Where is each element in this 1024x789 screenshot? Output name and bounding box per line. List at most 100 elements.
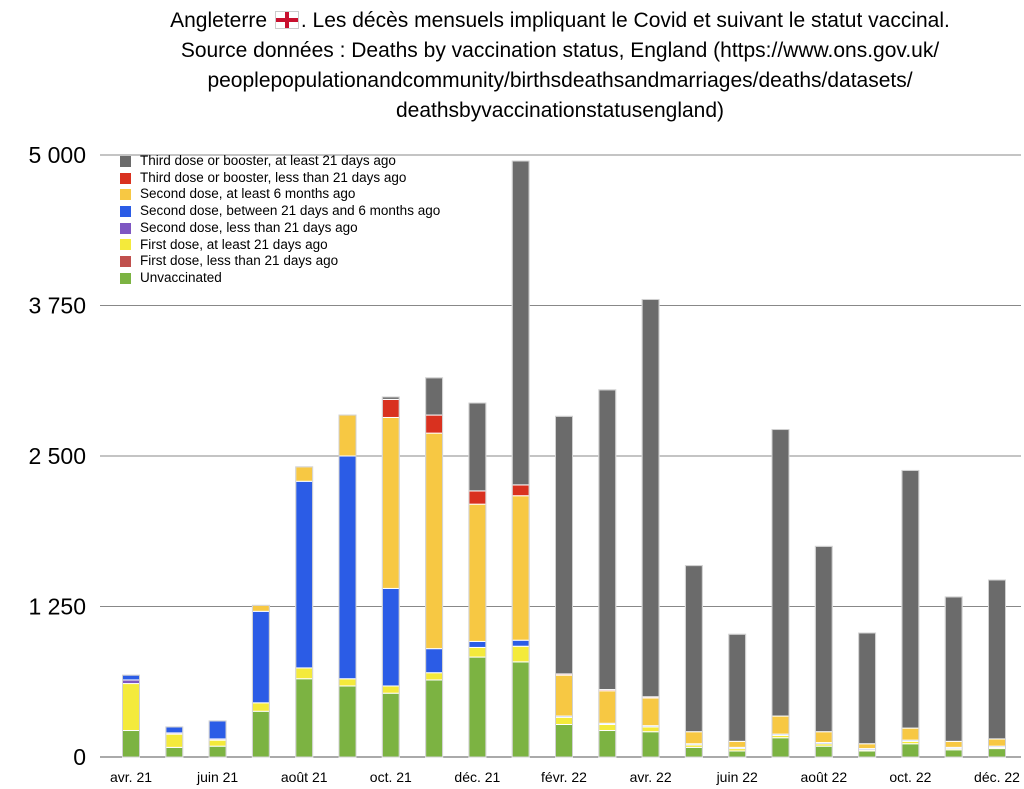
legend-swatch — [120, 222, 131, 234]
y-tick-label: 0 — [73, 744, 86, 770]
bar-segment — [858, 743, 877, 750]
bar-segment — [771, 429, 790, 717]
bar-segment — [295, 678, 314, 758]
legend-item: Unvaccinated — [120, 270, 440, 287]
bar-segment — [684, 746, 703, 758]
bar-segment — [338, 685, 357, 758]
bar-segment — [511, 639, 530, 647]
bar-segment — [944, 740, 963, 748]
legend-swatch — [120, 155, 131, 167]
bar-segment — [641, 726, 660, 733]
legend-item: Second dose, less than 21 days ago — [120, 220, 440, 237]
legend-label: Third dose or booster, at least 21 days … — [140, 153, 396, 168]
bar-segment — [251, 610, 270, 704]
bar-outline — [771, 429, 790, 758]
x-tick-label: oct. 22 — [889, 769, 931, 785]
legend-item: Third dose or booster, less than 21 days… — [120, 170, 440, 187]
bar-segment — [555, 415, 573, 675]
bar-segment — [988, 748, 1006, 758]
bar-segment — [641, 697, 660, 727]
bar-segment — [122, 730, 140, 758]
bar-segment — [641, 731, 660, 758]
source-line-3: deathsbyvaccinationstatusengland) — [395, 99, 725, 122]
bar-segment — [511, 645, 530, 663]
bar-segment — [814, 745, 833, 758]
bar-segment — [468, 490, 487, 505]
bar-segment — [468, 402, 487, 492]
bar-segment — [165, 733, 184, 748]
bar-segment — [684, 565, 703, 733]
legend-item: Second dose, at least 6 months ago — [120, 186, 440, 203]
bar-segment — [771, 715, 790, 735]
bar-outline — [728, 633, 747, 758]
legend-label: First dose, at least 21 days ago — [140, 236, 328, 252]
legend-swatch — [120, 256, 131, 268]
bar-segment — [295, 667, 314, 680]
bar-outline — [511, 160, 530, 758]
bar-segment — [598, 730, 617, 758]
bar-segment — [511, 484, 530, 497]
x-tick-label: févr. 22 — [541, 769, 587, 785]
bar-segment — [598, 723, 617, 732]
bar-outline — [555, 415, 573, 758]
bar-segment — [381, 398, 400, 418]
bar-segment — [944, 749, 963, 758]
legend-item: First dose, at least 21 days ago — [120, 237, 440, 254]
legend-label: Second dose, less than 21 days ago — [140, 219, 358, 235]
bar-segment — [208, 739, 227, 747]
legend-label: Second dose, at least 6 months ago — [140, 186, 356, 202]
bar-outline — [944, 596, 963, 758]
x-tick-label: déc. 22 — [974, 769, 1020, 785]
x-tick-label: août 21 — [281, 769, 328, 785]
bar-segment — [728, 750, 747, 758]
england-flag-icon — [274, 11, 299, 29]
source-line-1: Source données : Deaths by vaccination s… — [180, 39, 940, 62]
chart-legend: Third dose or booster, at least 21 days … — [120, 153, 440, 287]
x-tick-label: juin 21 — [196, 769, 238, 785]
bar-segment — [468, 646, 487, 658]
bar-segment — [425, 679, 444, 758]
bar-segment — [425, 648, 444, 674]
bar-segment — [381, 692, 400, 758]
bar-segment — [511, 661, 530, 758]
title-prefix: Angleterre — [170, 9, 268, 32]
legend-label: First dose, less than 21 days ago — [140, 253, 339, 269]
bar-outline — [814, 545, 833, 758]
legend-label: Unvaccinated — [140, 269, 222, 285]
bar-segment — [858, 632, 877, 745]
bar-segment — [988, 738, 1006, 747]
bar-segment — [684, 731, 703, 745]
y-tick-label: 3 750 — [28, 293, 86, 319]
bar-segment — [555, 716, 573, 725]
bar-outline — [338, 414, 357, 758]
bar-outline — [684, 565, 703, 758]
bar-segment — [251, 710, 270, 758]
bar-outline — [251, 604, 270, 758]
bar-segment — [901, 727, 920, 741]
chart-title: Angleterre . Les décès mensuels impliqua… — [100, 6, 1020, 36]
bar-segment — [901, 469, 920, 729]
bar-segment — [425, 672, 444, 681]
bar-segment — [251, 702, 270, 712]
bar-outline — [425, 377, 444, 758]
bar-segment — [728, 740, 747, 748]
bar-outline — [381, 396, 400, 758]
bar-segment — [988, 579, 1006, 740]
bar-segment — [555, 723, 573, 758]
bar-segment — [598, 690, 617, 724]
bar-segment — [468, 640, 487, 648]
bar-segment — [944, 596, 963, 742]
bar-outline — [641, 298, 660, 758]
bar-segment — [425, 432, 444, 650]
bar-outline — [165, 726, 184, 758]
bar-segment — [468, 503, 487, 642]
bar-segment — [814, 545, 833, 733]
bar-segment — [381, 416, 400, 589]
bar-segment — [122, 674, 140, 681]
y-tick-label: 2 500 — [28, 443, 86, 469]
bar-outline — [858, 632, 877, 758]
bar-outline — [295, 466, 314, 758]
legend-item: Third dose or booster, at least 21 days … — [120, 153, 440, 170]
bar-segment — [165, 726, 184, 734]
